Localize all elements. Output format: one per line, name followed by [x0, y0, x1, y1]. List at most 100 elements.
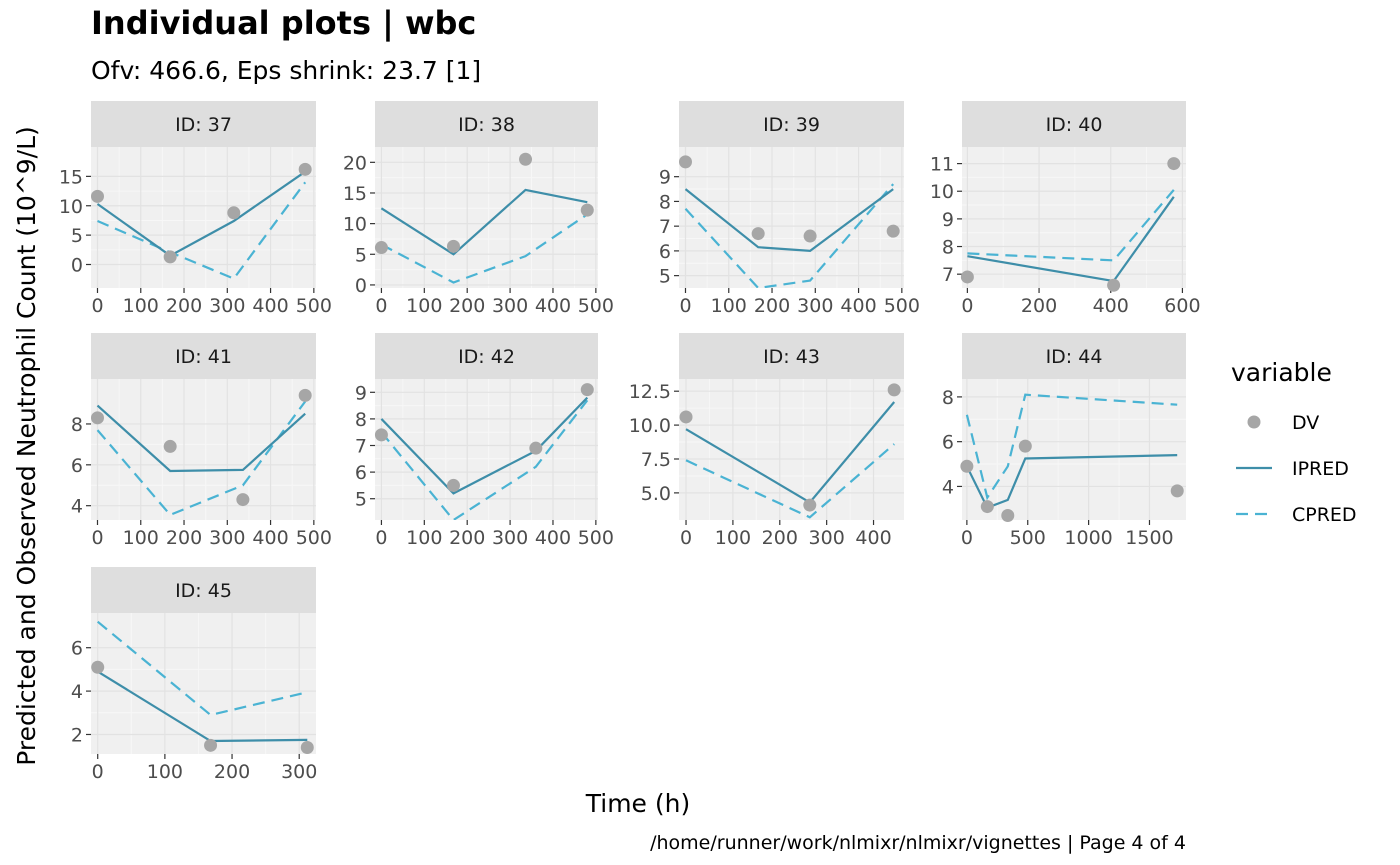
x-tick-label: 500 — [296, 295, 332, 317]
facet-strip-label: ID: 41 — [175, 346, 232, 368]
cpred-line — [96, 620, 308, 717]
x-tick-label: 500 — [578, 527, 614, 549]
y-tick-label: 4 — [71, 681, 83, 703]
y-tick-label: 6 — [355, 462, 367, 484]
y-tick-label: 9 — [942, 209, 954, 231]
dv-point — [887, 383, 901, 397]
x-tick-label: 0 — [91, 295, 103, 317]
y-tick-label: 4 — [71, 496, 83, 518]
facet-strip — [962, 101, 1186, 147]
x-tick-label: 100 — [711, 295, 747, 317]
facet-strip — [91, 333, 316, 379]
panel-background — [962, 379, 1186, 520]
y-tick-label: 20 — [343, 152, 367, 174]
facet-panel: ID: 39 0 100 200 300 400 500 5 6 7 89 — [659, 101, 920, 317]
y-tick-label: 9 — [355, 382, 367, 404]
x-tick-label: 300 — [281, 761, 317, 783]
x-tick-label: 300 — [492, 527, 528, 549]
y-tick-label: 7.5 — [641, 449, 671, 471]
dv-point — [163, 250, 177, 264]
x-tick-label: 0 — [680, 527, 692, 549]
dv-point — [446, 478, 460, 492]
panel-background — [375, 147, 598, 288]
panel-background — [962, 147, 1186, 288]
dv-point — [1170, 484, 1184, 498]
x-tick-label: 500 — [578, 295, 614, 317]
panel-background — [679, 147, 904, 288]
y-tick-label: 6 — [659, 241, 671, 263]
x-tick-label: 300 — [209, 295, 245, 317]
y-tick-label: 9 — [659, 167, 671, 189]
y-axis-title: Predicted and Observed Neutrophil Count … — [12, 126, 41, 766]
x-tick-label: 400 — [840, 295, 876, 317]
dv-point — [519, 152, 533, 166]
x-tick-label: 1500 — [1125, 527, 1173, 549]
dv-point — [227, 206, 241, 220]
x-tick-label: 300 — [492, 295, 528, 317]
dv-point — [960, 270, 974, 284]
ipred-line — [684, 188, 894, 253]
dv-point — [1167, 157, 1181, 171]
x-tick-label: 400 — [252, 295, 288, 317]
legend-item-ipred: IPRED — [1236, 458, 1349, 480]
y-tick-label: 8 — [659, 191, 671, 213]
dv-point — [1107, 278, 1121, 292]
facet-strip-label: ID: 42 — [458, 346, 515, 368]
x-tick-label: 200 — [762, 527, 798, 549]
x-tick-label: 400 — [535, 527, 571, 549]
legend-label: IPRED — [1292, 458, 1349, 480]
dv-point — [980, 500, 994, 514]
facet-strip-label: ID: 38 — [458, 114, 515, 136]
y-tick-label: 15 — [59, 166, 83, 188]
y-tick-label: 5 — [71, 225, 83, 247]
y-tick-label: 8 — [942, 387, 954, 409]
dv-point — [298, 388, 312, 402]
dv-point — [886, 224, 900, 238]
x-tick-label: 0 — [961, 295, 973, 317]
facet-strip-label: ID: 43 — [763, 346, 820, 368]
x-tick-label: 400 — [535, 295, 571, 317]
panel-series — [96, 400, 307, 517]
x-tick-label: 100 — [147, 761, 183, 783]
x-tick-label: 0 — [961, 527, 973, 549]
panel-series — [965, 393, 1178, 510]
cpred-line — [97, 181, 307, 280]
y-tick-label: 12.5 — [629, 381, 671, 403]
panel-background — [91, 379, 316, 520]
facet-strip — [679, 101, 904, 147]
dv-point — [374, 428, 388, 442]
x-tick-label: 200 — [754, 295, 790, 317]
dv-point — [529, 441, 543, 455]
x-tick-label: 400 — [1093, 295, 1129, 317]
x-tick-label: 0 — [92, 761, 104, 783]
dv-point — [300, 740, 314, 754]
dv-point — [751, 227, 765, 241]
ipred-line — [96, 404, 306, 473]
ipred-line — [96, 170, 306, 257]
y-tick-label: 0 — [71, 255, 83, 277]
y-tick-label: 6 — [71, 455, 83, 477]
facet-strip-label: ID: 40 — [1046, 114, 1103, 136]
dv-point — [90, 411, 104, 425]
y-tick-label: 8 — [942, 237, 954, 259]
y-tick-label: 8 — [71, 414, 83, 436]
x-tick-label: 100 — [715, 527, 751, 549]
x-tick-label: 0 — [375, 295, 387, 317]
facet-strip — [375, 333, 598, 379]
chart-title: Individual plots | wbc — [91, 4, 476, 43]
x-tick-label: 100 — [123, 295, 159, 317]
x-tick-label: 300 — [797, 295, 833, 317]
facet-strip-label: ID: 45 — [175, 580, 232, 602]
y-tick-label: 10 — [343, 214, 367, 236]
dv-point — [90, 189, 104, 203]
dv-point — [679, 410, 693, 424]
facet-strip — [679, 333, 904, 379]
y-tick-label: 2 — [71, 724, 83, 746]
panel-series — [96, 170, 307, 280]
y-tick-label: 7 — [659, 216, 671, 238]
dv-point — [580, 203, 594, 217]
y-tick-label: 6 — [942, 432, 954, 454]
dv-point — [1018, 439, 1032, 453]
dv-point — [803, 229, 817, 243]
